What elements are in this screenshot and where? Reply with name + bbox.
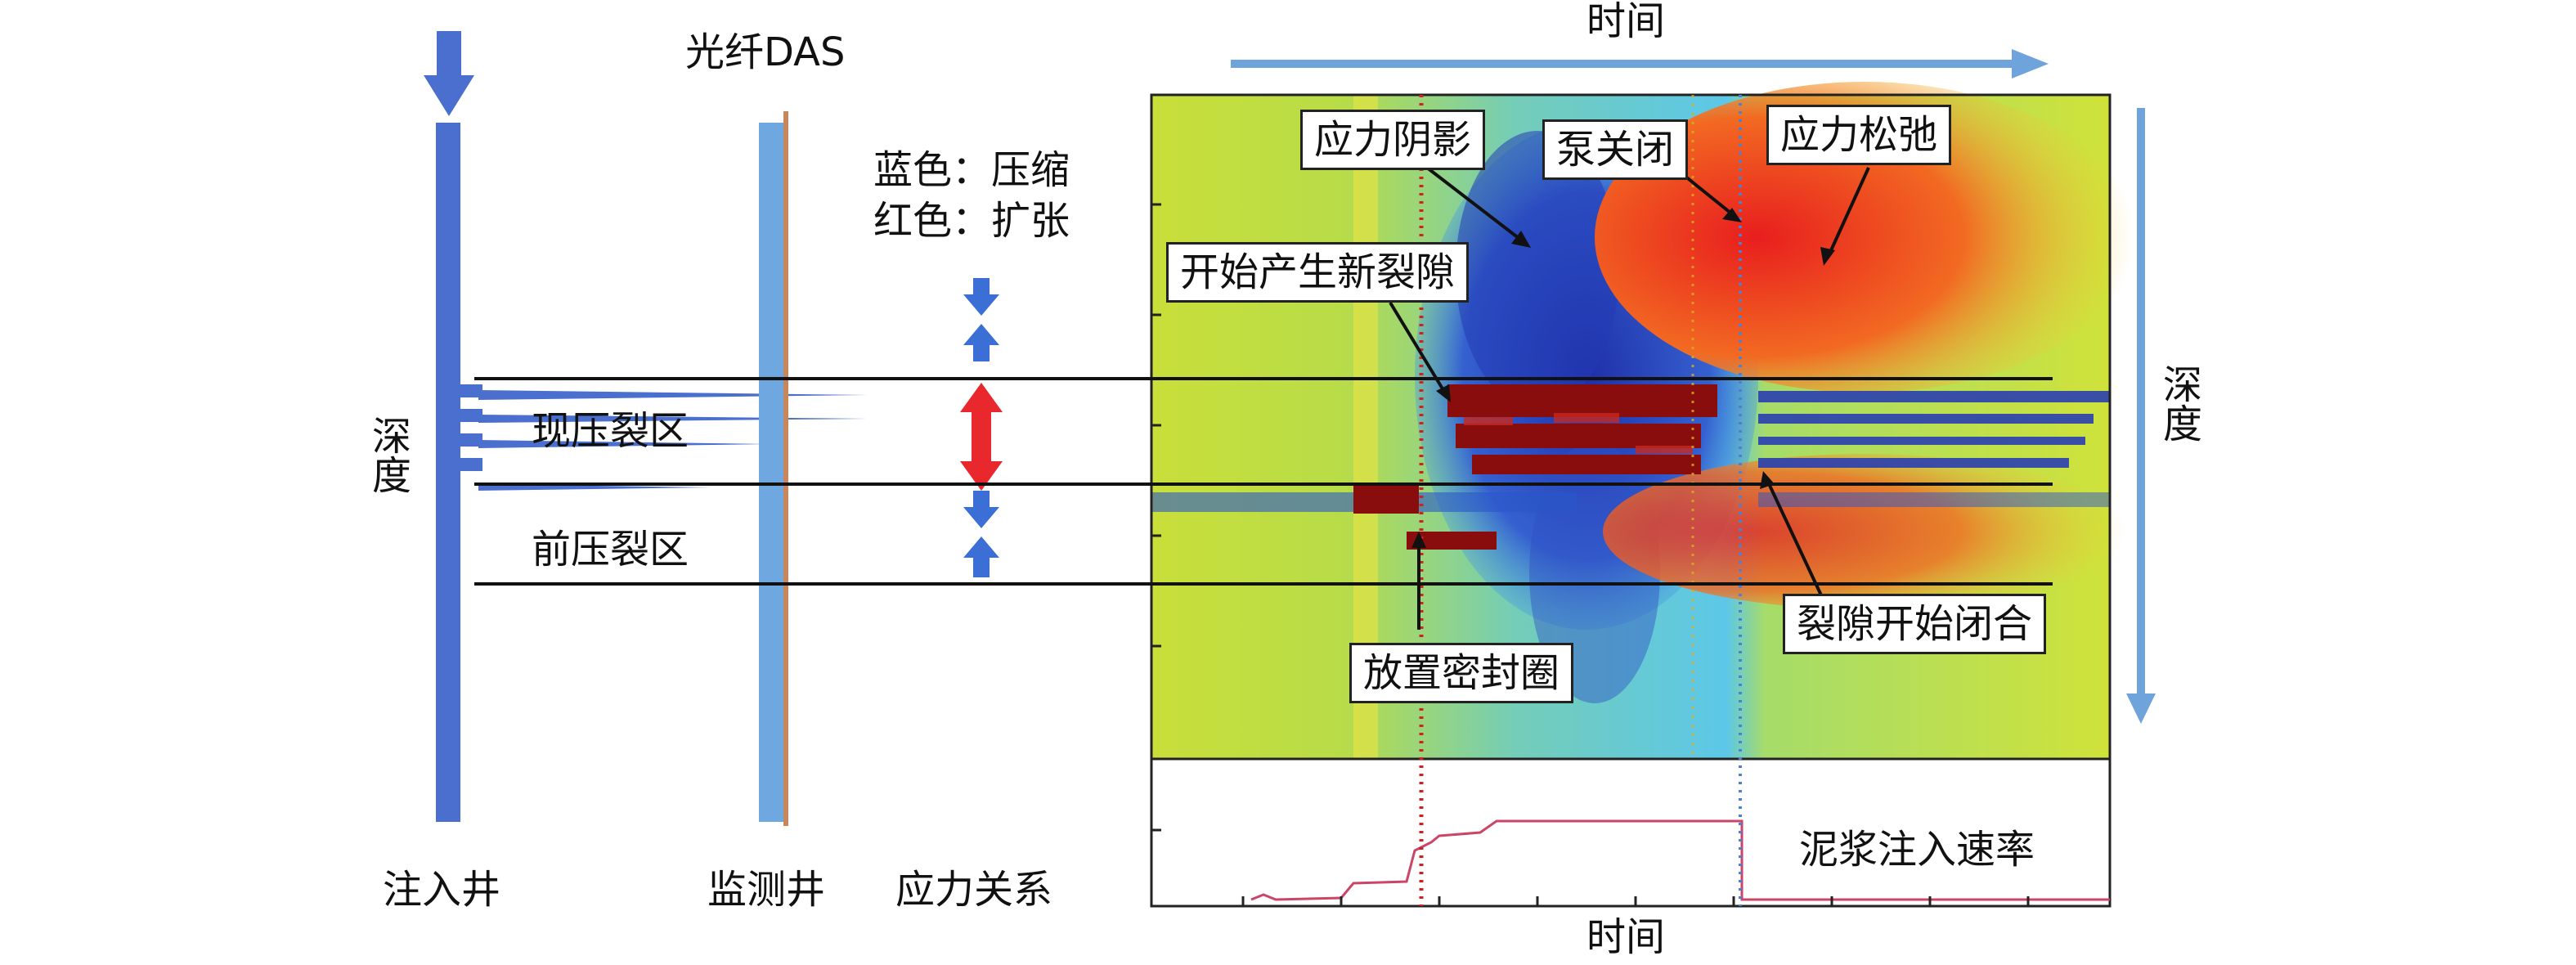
zone-boundary-lines: [474, 377, 2053, 586]
color-key-red: 红色：扩张: [873, 198, 1070, 244]
expansion-arrow-icon: [960, 383, 1003, 491]
callout-pointers: [1389, 166, 1870, 630]
fracture-wings: [478, 390, 867, 491]
depth-label-left: 深度: [365, 415, 411, 494]
current-frac-zone-label: 现压裂区: [532, 408, 689, 454]
callout-stress-shadow: 应力阴影: [1300, 110, 1486, 170]
das-strain-heatmap: [1150, 82, 2134, 761]
compression-arrows-upper: [963, 278, 999, 361]
callout-stress-relaxation: 应力松弛: [1766, 105, 1952, 165]
time-label-bottom: 时间: [1586, 914, 1666, 960]
stress-relation-label: 应力关系: [895, 867, 1053, 913]
monitoring-well-label: 监测井: [707, 867, 826, 913]
monitoring-well: [759, 123, 783, 822]
injection-well-label: 注入井: [383, 867, 501, 913]
callout-pump-off: 泵关闭: [1542, 119, 1689, 180]
slurry-rate-label: 泥浆注入速率: [1799, 827, 2035, 873]
das-fiber-label: 光纤DAS: [685, 29, 846, 75]
time-arrow-icon: [1231, 49, 2049, 79]
depth-label-right: 深度: [2156, 364, 2201, 442]
compression-arrows-lower: [963, 491, 999, 577]
das-fiber: [783, 111, 788, 826]
time-label-top: 时间: [1586, 0, 1666, 44]
callout-arrowheads: [1411, 208, 1835, 548]
callout-packer-set: 放置密封圈: [1349, 643, 1574, 703]
depth-arrow-icon: [2126, 108, 2156, 724]
callout-fracture-closing: 裂隙开始闭合: [1783, 594, 2047, 654]
previous-frac-zone-label: 前压裂区: [532, 527, 689, 572]
perforations: [458, 384, 482, 471]
injection-well: [436, 123, 460, 822]
color-key-blue: 蓝色：压缩: [873, 147, 1070, 193]
injection-arrow-icon: [424, 31, 474, 116]
callout-new-fracture: 开始产生新裂隙: [1166, 242, 1470, 303]
slurry-rate-panel: [1150, 757, 2112, 908]
